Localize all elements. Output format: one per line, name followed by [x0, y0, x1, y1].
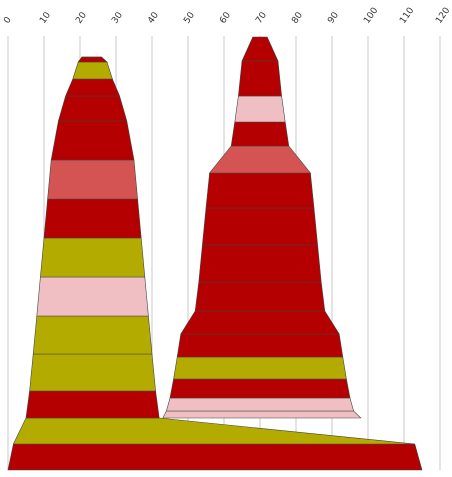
stack-1-layer-2 — [13, 418, 414, 444]
stack-2-layer-5 — [177, 334, 343, 357]
x-tick-label: 30 — [110, 10, 125, 25]
stack-1-layer-1 — [8, 444, 422, 470]
stack-2-layer-13 — [235, 96, 285, 122]
stack-2-layer-14 — [238, 61, 281, 96]
stack-1-layer-5 — [33, 316, 152, 354]
stack-2-layer-2 — [166, 398, 353, 411]
stack-2-layer-6 — [181, 311, 339, 334]
x-tick-label: 10 — [38, 10, 53, 25]
stacks — [8, 37, 422, 470]
stack-2-layer-8 — [199, 245, 321, 282]
stack-2 — [163, 37, 361, 418]
stack-2-layer-4 — [174, 357, 347, 379]
stack-1-layer-14 — [78, 57, 107, 62]
x-tick-label: 90 — [326, 10, 341, 25]
x-tick-label: 60 — [218, 10, 233, 25]
x-tick-label: 110 — [398, 6, 416, 26]
x-tick-label: 20 — [74, 10, 89, 25]
stack-2-layer-12 — [231, 122, 289, 146]
stack-2-layer-15 — [242, 37, 278, 61]
x-tick-label: 80 — [290, 10, 305, 25]
stack-2-layer-3 — [170, 379, 350, 398]
x-tick-label: 50 — [182, 10, 197, 25]
stack-2-layer-9 — [202, 208, 317, 245]
x-tick-label: 40 — [146, 10, 161, 25]
stack-1-layer-10 — [51, 121, 134, 160]
stack-1-layer-13 — [73, 62, 113, 79]
stack-2-layer-10 — [206, 173, 314, 208]
stack-1-layer-9 — [48, 160, 138, 199]
stack-2-layer-7 — [195, 282, 325, 311]
x-tick-label: 0 — [2, 15, 14, 26]
stack-1-layer-7 — [40, 238, 144, 277]
stack-1-layer-12 — [66, 79, 120, 96]
stack-2-layer-1 — [163, 411, 361, 418]
x-tick-label: 70 — [254, 10, 269, 25]
stack-2-layer-11 — [210, 146, 311, 173]
stack-1-layer-11 — [58, 96, 126, 121]
x-tick-label: 120 — [434, 6, 452, 26]
stack-1-layer-8 — [44, 199, 141, 238]
stack-1-layer-4 — [30, 354, 156, 391]
stack-1-layer-3 — [26, 391, 159, 418]
x-axis-ticks: 0 10 20 30 40 50 60 70 80 90 100 110 120 — [2, 6, 452, 26]
x-tick-label: 100 — [362, 6, 380, 26]
stack-1-layer-6 — [37, 277, 149, 316]
